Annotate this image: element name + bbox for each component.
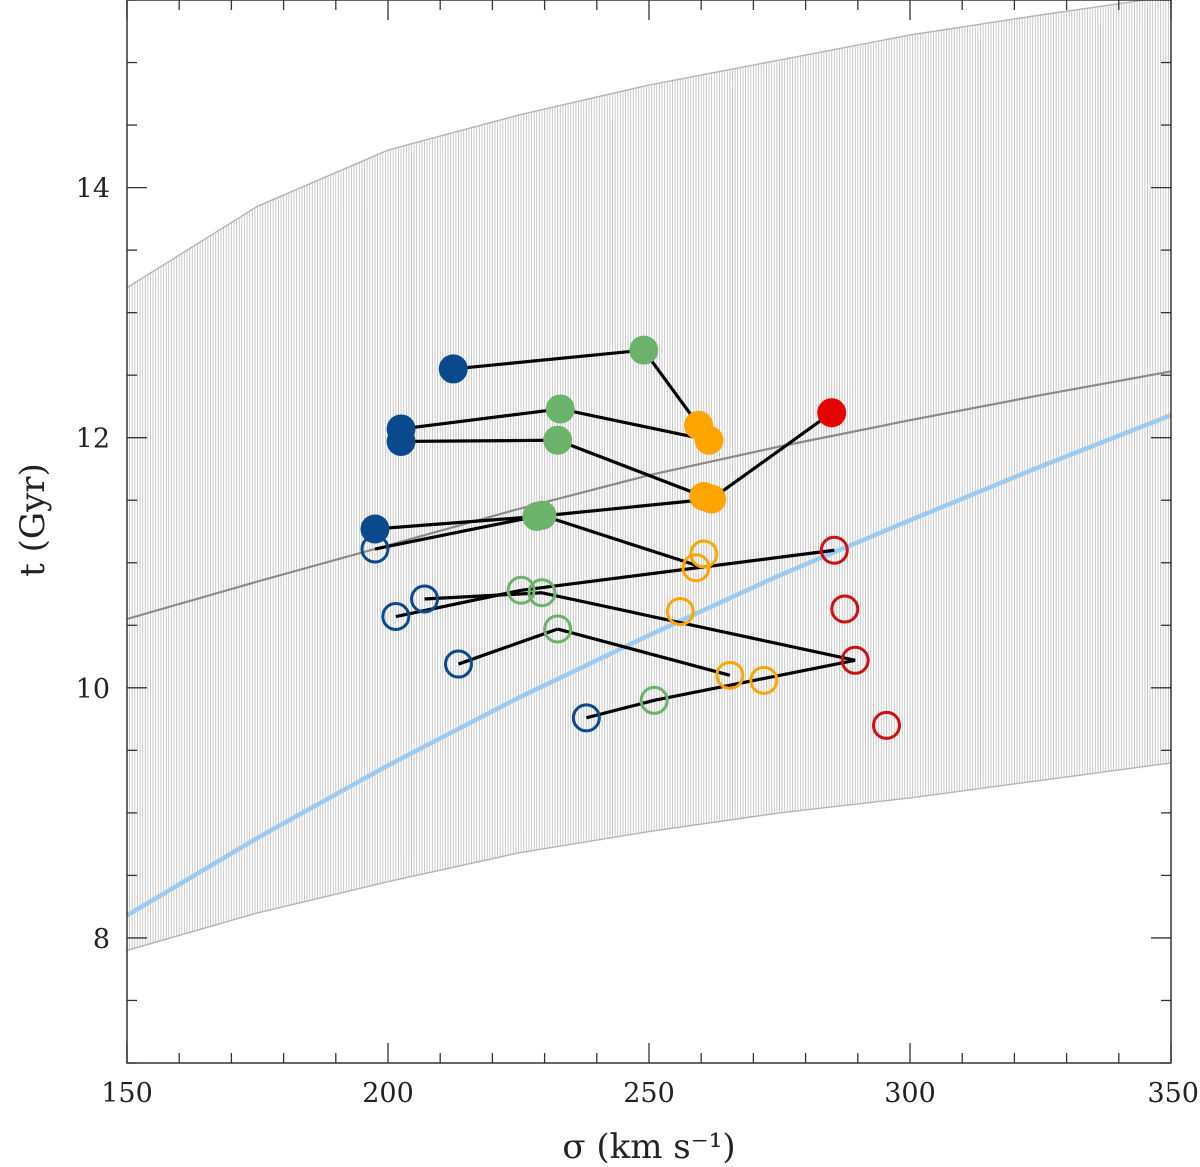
connector-line (424, 591, 543, 601)
connector-line (520, 548, 835, 592)
open-point-red (830, 594, 860, 624)
filled-point-green (543, 425, 573, 455)
open-point-red (872, 710, 902, 740)
connector-line (401, 438, 558, 444)
open-point-green (639, 685, 669, 715)
y-axis-title: t (Gyr) (13, 463, 53, 577)
filled-point-orange (694, 425, 724, 455)
fit-curve (127, 413, 1171, 918)
connector-line (710, 411, 833, 501)
open-point-blue (443, 649, 473, 679)
open-point-blue (410, 584, 440, 614)
open-point-orange (715, 660, 745, 690)
connector-line (557, 627, 731, 677)
connector-line (541, 591, 856, 662)
band-upper-edge (127, 0, 1150, 289)
connector-line (559, 407, 710, 442)
x-axis-title: σ (km s⁻¹) (562, 1127, 735, 1167)
band-lower-edge (127, 762, 1171, 952)
y-tick-label: 12 (76, 424, 110, 455)
filled-point-red (817, 398, 847, 428)
filled-point-orange (697, 484, 727, 514)
connector-line (374, 513, 543, 551)
connector-line (536, 497, 712, 519)
open-point-red (819, 535, 849, 565)
open-point-red (840, 645, 870, 675)
filled-point-blue (386, 426, 416, 456)
data-points (360, 335, 902, 740)
filled-point-blue (438, 354, 468, 384)
connector-line (457, 627, 559, 666)
open-point-orange (689, 539, 719, 569)
connector-line (374, 514, 537, 531)
connector-line (400, 407, 561, 431)
x-tick-label: 250 (623, 1078, 675, 1109)
connector-line (453, 348, 644, 371)
connector-line (653, 658, 856, 702)
y-tick-label: 14 (76, 174, 110, 205)
open-point-orange (665, 597, 695, 627)
x-tick-label: 150 (101, 1078, 153, 1109)
x-tick-label: 200 (362, 1078, 414, 1109)
open-point-blue (360, 534, 390, 564)
filled-point-green (522, 501, 552, 531)
open-point-blue (571, 703, 601, 733)
open-point-orange (749, 665, 779, 695)
filled-point-blue (360, 514, 390, 544)
y-tick-label: 8 (93, 924, 110, 955)
connector-line (642, 349, 700, 427)
open-point-green (506, 575, 536, 605)
filled-point-green (545, 394, 575, 424)
open-point-orange (681, 553, 711, 583)
uncertainty-band (127, 0, 1171, 952)
x-tick-label: 350 (1147, 1078, 1199, 1109)
open-point-green (543, 614, 573, 644)
axis-ticks: 150 200 250 300 350 8 10 12 14 (76, 0, 1199, 1109)
connector-line (557, 438, 705, 498)
x-tick-label: 300 (884, 1078, 936, 1109)
filled-point-green (629, 335, 659, 365)
open-point-blue (381, 602, 411, 632)
connector-line (541, 513, 705, 570)
open-point-green (527, 578, 557, 608)
y-tick-label: 10 (76, 674, 110, 705)
